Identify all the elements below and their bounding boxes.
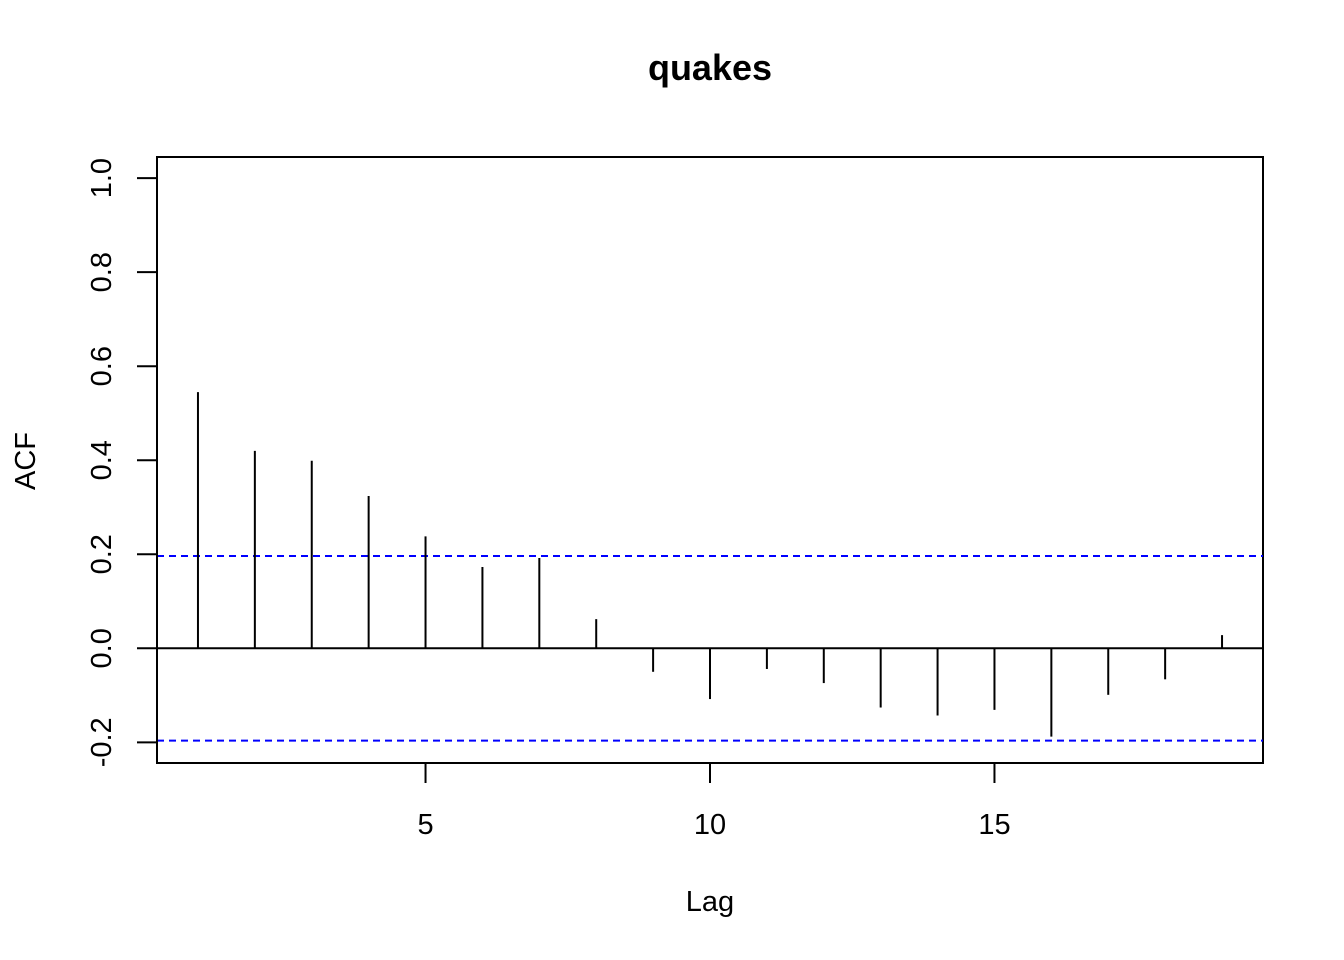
y-tick-label-0.4: 0.4	[86, 440, 118, 480]
x-axis: 5 10 15	[417, 762, 1011, 841]
y-axis: -0.2 0.0 0.2 0.4 0.6 0.8 1.0	[86, 158, 158, 767]
y-tick-label-0.6: 0.6	[86, 346, 118, 386]
x-axis-label: Lag	[686, 886, 734, 918]
confidence-lines	[157, 554, 1263, 742]
y-tick-label-1.0: 1.0	[86, 158, 118, 198]
x-tick-label-5: 5	[417, 809, 433, 841]
y-axis-label: ACF	[10, 432, 42, 490]
y-tick-label-0.2: 0.2	[86, 534, 118, 574]
x-tick-label-15: 15	[978, 809, 1010, 841]
y-tick-label-0.8: 0.8	[86, 252, 118, 292]
chart-title: quakes	[648, 47, 772, 88]
y-tick-label-0.0: 0.0	[86, 628, 118, 668]
x-tick-label-10: 10	[694, 809, 726, 841]
y-tick-label--0.2: -0.2	[86, 717, 118, 767]
acf-bars	[196, 392, 1224, 737]
